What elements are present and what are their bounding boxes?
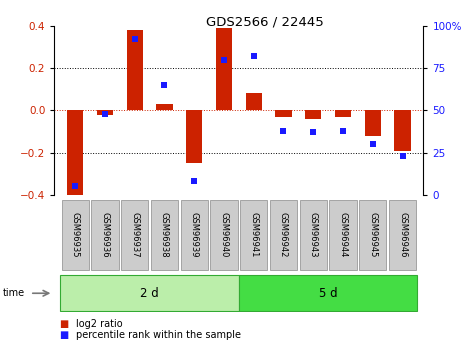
Point bbox=[131, 37, 139, 42]
Text: GSM96936: GSM96936 bbox=[100, 212, 109, 257]
Bar bbox=[299, 200, 327, 269]
Text: GSM96946: GSM96946 bbox=[398, 212, 407, 257]
Text: ■: ■ bbox=[59, 330, 69, 339]
Bar bbox=[329, 200, 357, 269]
Text: ■: ■ bbox=[59, 319, 69, 329]
Bar bbox=[240, 200, 267, 269]
Bar bbox=[359, 200, 386, 269]
Text: 2 d: 2 d bbox=[140, 287, 159, 300]
Text: GSM96938: GSM96938 bbox=[160, 212, 169, 257]
Bar bbox=[245, 93, 262, 110]
Point bbox=[250, 53, 257, 59]
Point bbox=[101, 111, 109, 117]
Bar bbox=[67, 110, 83, 195]
Point bbox=[191, 179, 198, 184]
Text: 5 d: 5 d bbox=[319, 287, 337, 300]
Point bbox=[339, 128, 347, 134]
Text: GSM96944: GSM96944 bbox=[339, 212, 348, 257]
Bar bbox=[210, 200, 237, 269]
Text: GSM96940: GSM96940 bbox=[219, 212, 228, 257]
Bar bbox=[127, 30, 143, 110]
Bar bbox=[389, 200, 416, 269]
Text: log2 ratio: log2 ratio bbox=[76, 319, 123, 329]
Text: GSM96939: GSM96939 bbox=[190, 212, 199, 257]
Bar bbox=[151, 200, 178, 269]
Text: percentile rank within the sample: percentile rank within the sample bbox=[76, 330, 241, 339]
Bar bbox=[216, 28, 232, 110]
Bar bbox=[61, 275, 239, 312]
Bar bbox=[365, 110, 381, 136]
Text: GSM96941: GSM96941 bbox=[249, 212, 258, 257]
Point bbox=[220, 57, 228, 62]
Text: GSM96945: GSM96945 bbox=[368, 212, 377, 257]
Point bbox=[399, 153, 406, 159]
Text: GSM96935: GSM96935 bbox=[71, 212, 80, 257]
Bar bbox=[394, 110, 411, 150]
Text: time: time bbox=[2, 288, 25, 298]
Text: GDS2566 / 22445: GDS2566 / 22445 bbox=[206, 16, 324, 29]
Bar bbox=[91, 200, 119, 269]
Point bbox=[369, 141, 377, 147]
Bar bbox=[275, 110, 292, 117]
Bar bbox=[305, 110, 322, 119]
Text: GSM96942: GSM96942 bbox=[279, 212, 288, 257]
Text: GSM96943: GSM96943 bbox=[309, 212, 318, 257]
Bar bbox=[97, 110, 113, 115]
Point bbox=[71, 184, 79, 189]
Bar bbox=[335, 110, 351, 117]
Point bbox=[161, 82, 168, 88]
Bar bbox=[156, 104, 173, 110]
Bar bbox=[239, 275, 417, 312]
Bar bbox=[181, 200, 208, 269]
Bar bbox=[121, 200, 149, 269]
Point bbox=[309, 130, 317, 135]
Point bbox=[280, 128, 287, 134]
Text: GSM96937: GSM96937 bbox=[130, 212, 139, 257]
Bar bbox=[186, 110, 202, 163]
Bar bbox=[270, 200, 297, 269]
Bar bbox=[61, 200, 89, 269]
